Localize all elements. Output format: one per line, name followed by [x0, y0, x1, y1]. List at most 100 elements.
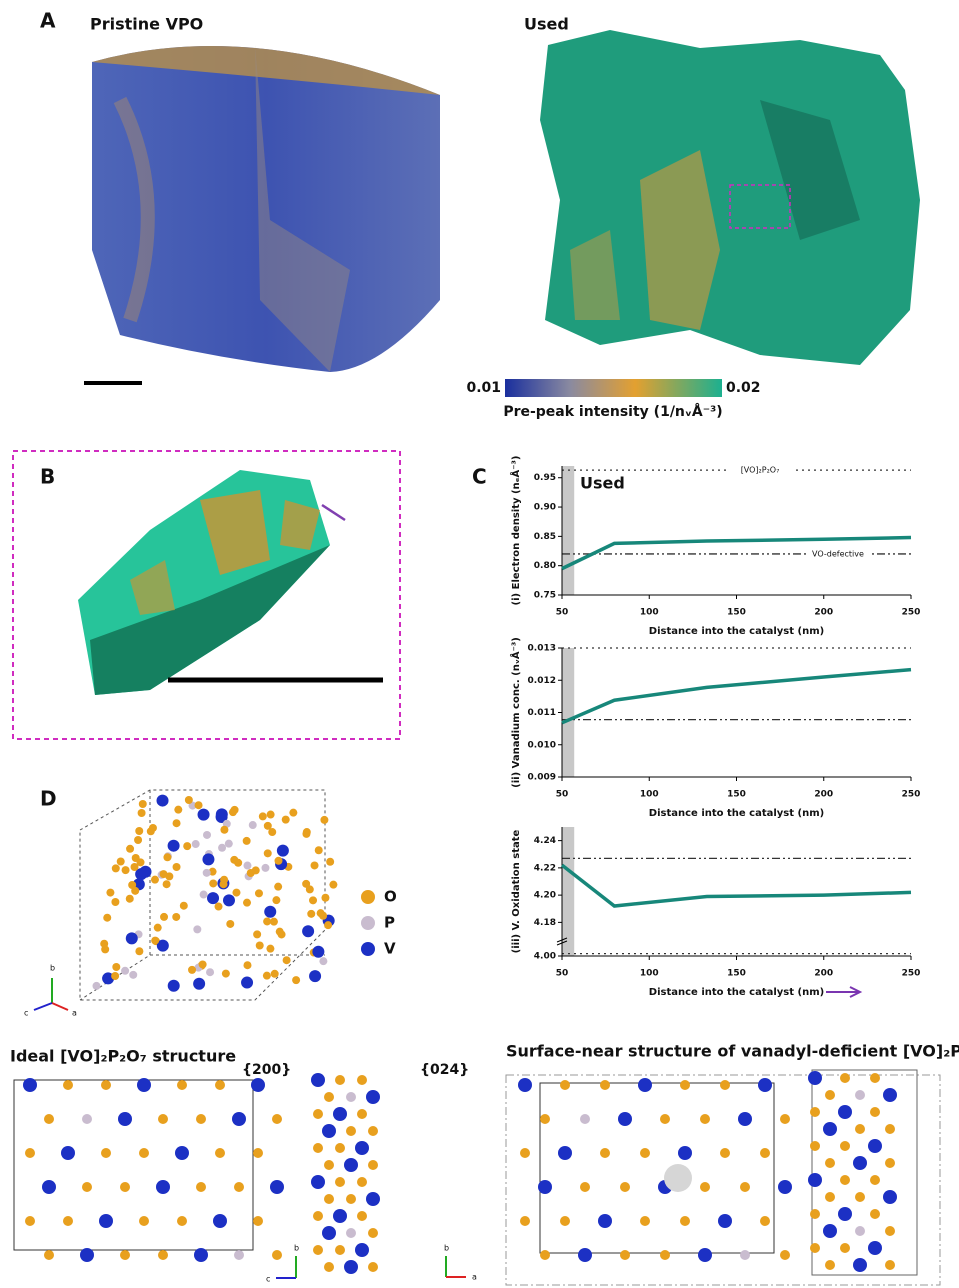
atom	[329, 881, 337, 889]
atom	[302, 880, 310, 888]
atom	[272, 896, 280, 904]
atom	[758, 1078, 772, 1092]
atom	[346, 1092, 356, 1102]
atom	[823, 1122, 837, 1136]
panel-label: B	[40, 465, 55, 489]
atom	[163, 853, 171, 861]
atom	[808, 1071, 822, 1085]
atom	[112, 963, 120, 971]
atom	[578, 1248, 592, 1262]
atom	[126, 895, 134, 903]
atom	[335, 1075, 345, 1085]
atom	[188, 966, 196, 974]
atom	[272, 1250, 282, 1260]
y-tick-label: 0.013	[528, 644, 556, 654]
atom	[173, 863, 181, 871]
surface-band	[562, 466, 574, 595]
atom	[82, 1182, 92, 1192]
atom	[357, 1177, 367, 1187]
y-tick-label: 0.75	[534, 591, 556, 601]
atom	[135, 827, 143, 835]
atom	[112, 864, 120, 872]
atom	[103, 914, 111, 922]
x-tick-label: 250	[902, 790, 921, 800]
atom	[264, 849, 272, 857]
atom	[106, 889, 114, 897]
atom	[518, 1078, 532, 1092]
atom	[368, 1228, 378, 1238]
atom	[199, 960, 207, 968]
atom	[319, 957, 327, 965]
atom	[196, 1182, 206, 1192]
atom	[580, 1114, 590, 1124]
x-axis-label: Distance into the catalyst (nm)	[649, 987, 824, 998]
atom	[101, 1080, 111, 1090]
atom	[122, 866, 130, 874]
atom	[216, 808, 228, 820]
legend-swatch	[361, 916, 375, 930]
axis-label: a	[472, 1273, 477, 1282]
panel-title: Pristine VPO	[90, 15, 203, 34]
atom	[220, 826, 228, 834]
atom	[283, 956, 291, 964]
atom	[249, 821, 257, 829]
atom	[263, 972, 271, 980]
atom	[720, 1080, 730, 1090]
atom	[317, 909, 325, 917]
x-tick-label: 50	[556, 790, 569, 800]
y-tick-label: 0.90	[534, 503, 556, 513]
atom	[344, 1158, 358, 1172]
atom	[885, 1158, 895, 1168]
atom	[223, 894, 235, 906]
atom	[855, 1090, 865, 1100]
atom	[853, 1258, 867, 1272]
atom	[700, 1182, 710, 1192]
atom	[320, 816, 328, 824]
atom	[140, 866, 152, 878]
zoom-rendering	[78, 470, 330, 695]
atom	[640, 1148, 650, 1158]
atom	[138, 809, 146, 817]
atom	[277, 845, 289, 857]
atom	[698, 1248, 712, 1262]
x-tick-label: 250	[902, 969, 921, 979]
atom	[312, 946, 324, 958]
x-tick-label: 50	[556, 608, 569, 618]
atom	[172, 913, 180, 921]
atom	[253, 1216, 263, 1226]
colorbar	[505, 379, 722, 397]
vacancy	[664, 1164, 692, 1192]
atom	[243, 899, 251, 907]
legend-swatch	[361, 942, 375, 956]
atom	[196, 1114, 206, 1124]
atom	[885, 1260, 895, 1270]
atom	[324, 1262, 334, 1272]
atom	[620, 1250, 630, 1260]
atom	[101, 1148, 111, 1158]
atom	[540, 1250, 550, 1260]
atom	[198, 809, 210, 821]
x-tick-label: 200	[814, 969, 833, 979]
y-tick-label: 0.012	[528, 676, 556, 686]
panel-label: C	[472, 465, 487, 489]
atom	[225, 840, 233, 848]
atom	[680, 1080, 690, 1090]
atom	[220, 880, 228, 888]
facet-label: {024}	[420, 1062, 469, 1078]
atom	[232, 1112, 246, 1126]
atom	[209, 879, 217, 887]
legend: OPV	[361, 888, 397, 958]
atom	[885, 1226, 895, 1236]
cell-outline	[540, 1083, 774, 1253]
atom	[151, 937, 159, 945]
atom	[234, 1182, 244, 1192]
atom	[808, 1173, 822, 1187]
atom	[810, 1243, 820, 1253]
atom	[324, 1194, 334, 1204]
atom	[203, 869, 211, 877]
atom	[333, 1107, 347, 1121]
x-tick-label: 100	[640, 969, 659, 979]
atom	[272, 1114, 282, 1124]
atom	[118, 1112, 132, 1126]
atom	[355, 1141, 369, 1155]
